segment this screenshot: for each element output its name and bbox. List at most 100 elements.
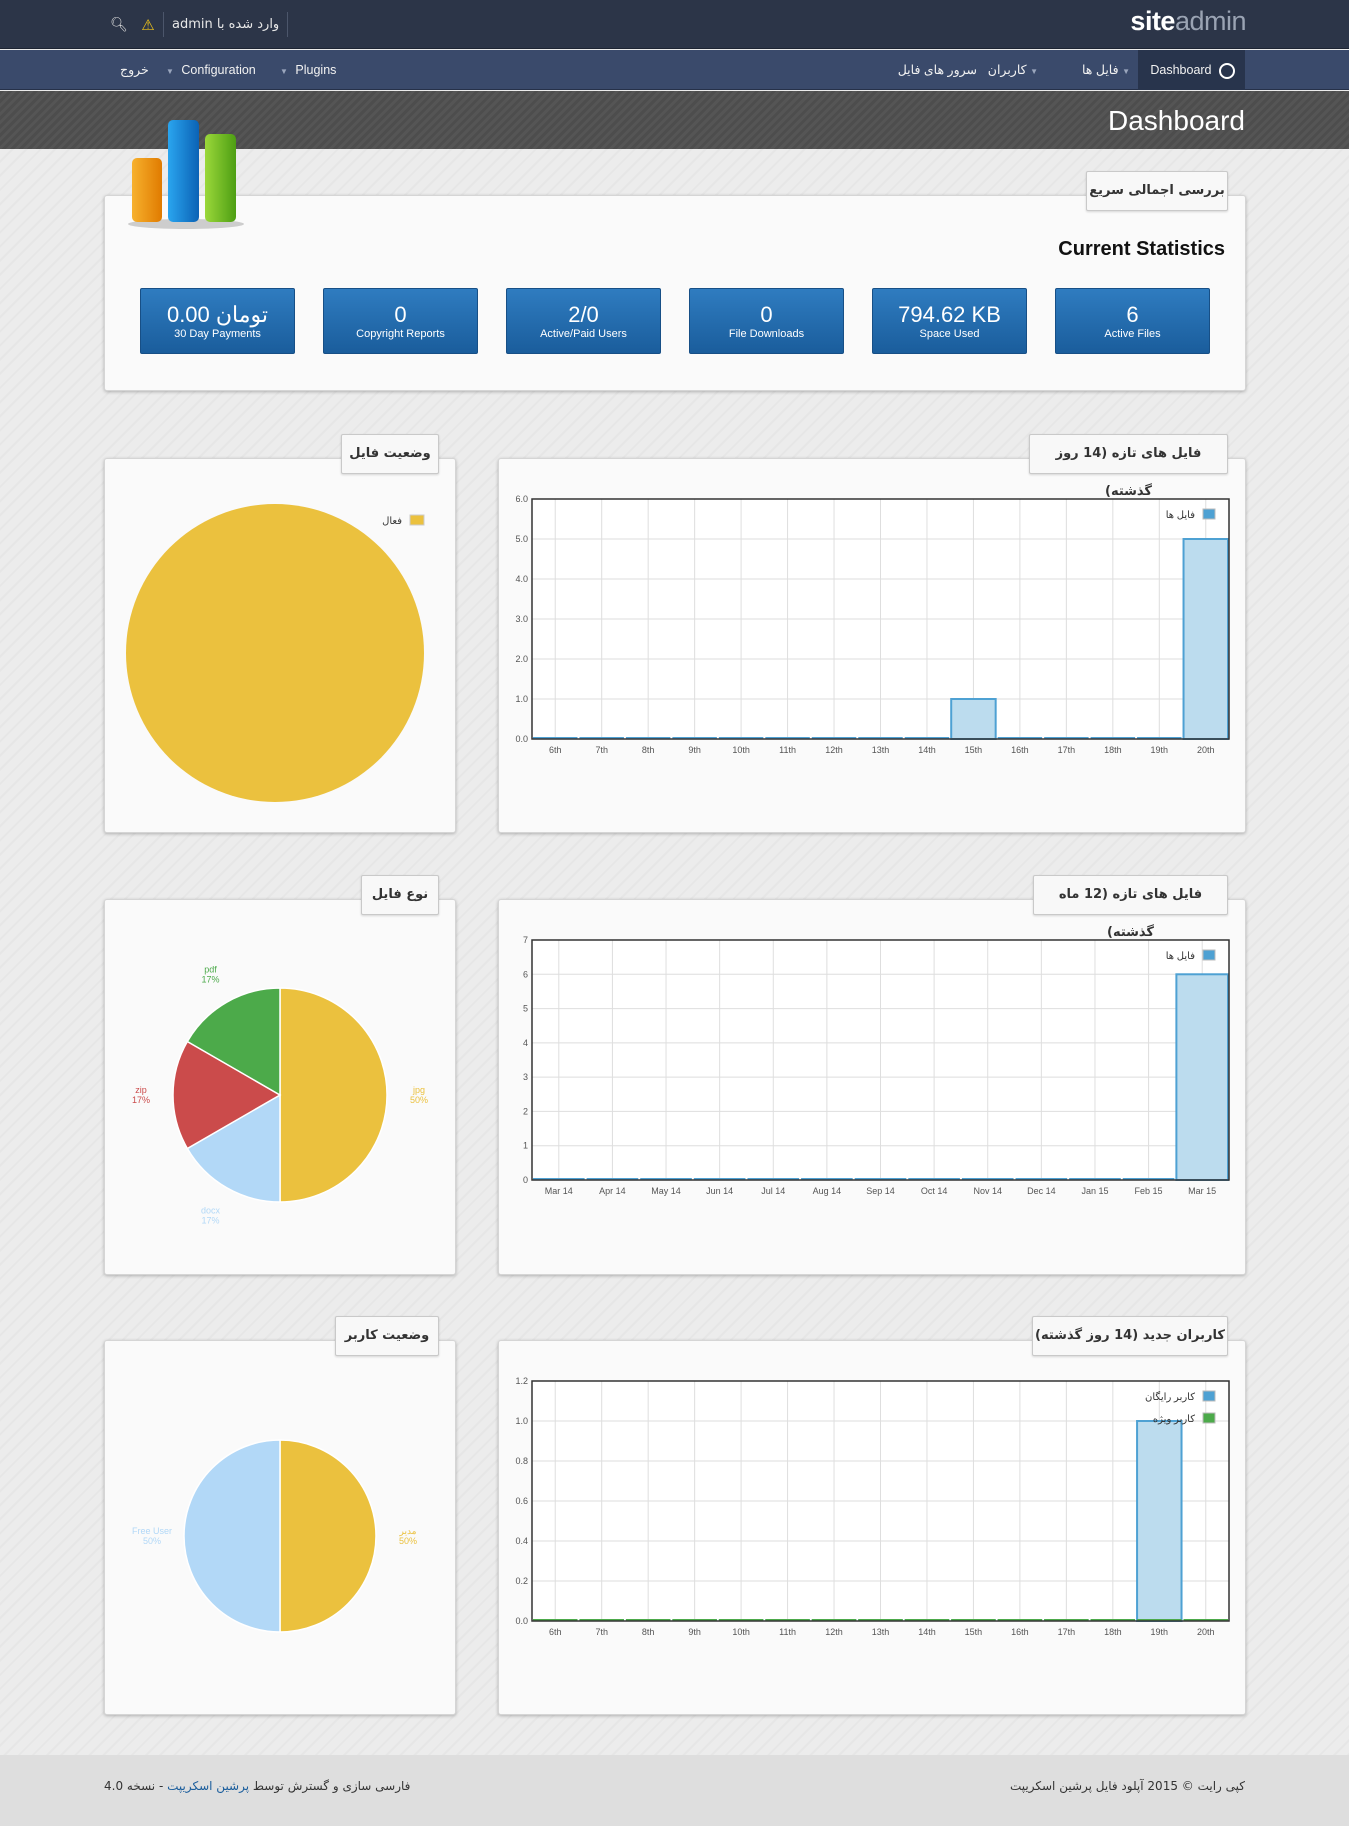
tab-users-14d[interactable]: کاربران جدید (14 روز گذشته) — [1032, 1316, 1228, 1356]
x-tick-label: 17th — [1058, 745, 1076, 755]
stat-space-used[interactable]: 794.62 KB Space Used — [872, 288, 1027, 354]
x-tick-label: Nov 14 — [973, 1186, 1002, 1196]
legend-swatch — [1202, 949, 1216, 961]
nav-configuration-label: Configuration — [181, 63, 256, 77]
users-14d-bar-chart: 0.0 0.2 0.4 0.6 0.8 1.0 1.2 6th 7th 8th 9th 10th 11t… — [515, 1376, 1230, 1637]
tab-files-12m[interactable]: فایل های تازه (12 ماه گذشته) — [1033, 875, 1228, 940]
stat-file-downloads[interactable]: 0 File Downloads — [689, 288, 844, 354]
x-tick-label: 11th — [779, 745, 796, 755]
plot-border — [531, 1380, 1230, 1622]
pie-slice — [186, 987, 281, 1097]
nav-plugins[interactable]: ▼ Plugins — [280, 50, 336, 90]
pie-label-pct: 50% — [410, 1095, 428, 1105]
x-tick-label: Aug 14 — [813, 1186, 842, 1196]
nav-file-servers-label: سرور های فایل — [897, 63, 977, 77]
x-tick-label: 18th — [1104, 745, 1122, 755]
tab-files-14d[interactable]: فایل های تازه (14 روز گذشته) — [1029, 434, 1228, 499]
legend-label: فایل ها — [1166, 510, 1196, 521]
pie-label-pct: 17% — [201, 975, 219, 985]
chevron-down-icon: ▼ — [280, 67, 288, 76]
nav-files[interactable]: فایل ها ▼ — [1082, 50, 1134, 90]
chevron-down-icon: ▼ — [1030, 67, 1038, 76]
pie-label: pdf — [204, 965, 217, 975]
legend-swatch — [1202, 1390, 1216, 1402]
content-area: Current Statistics 6 Active Files 794.62… — [0, 149, 1349, 1755]
brand-part1: site — [1130, 6, 1175, 36]
y-tick-label: 3 — [523, 1072, 528, 1082]
username: admin — [172, 17, 213, 32]
stat-label: File Downloads — [728, 328, 805, 340]
stat-day-payments[interactable]: 0.00 تومان 30 Day Payments — [140, 288, 295, 354]
x-tick-label: 7th — [595, 745, 608, 755]
stat-copyright-reports[interactable]: 0 Copyright Reports — [323, 288, 478, 354]
stat-value: 794.62 KB — [898, 302, 1001, 327]
pie-slice — [172, 1040, 282, 1150]
current-statistics-heading: Current Statistics — [1058, 238, 1225, 260]
y-tick-label: 3.0 — [515, 614, 528, 624]
y-tick-label: 1.0 — [515, 1416, 528, 1426]
x-tick-label: 8th — [642, 1627, 655, 1637]
pie-slice — [126, 504, 424, 802]
x-tick-label: 9th — [688, 745, 701, 755]
plot-border — [531, 498, 1230, 740]
tab-file-status[interactable]: وضعیت فایل — [341, 434, 439, 474]
y-tick-label: 5 — [523, 1004, 528, 1014]
x-tick-label: Mar 14 — [545, 1186, 573, 1196]
nav-users[interactable]: کاربران ▼ — [988, 50, 1042, 90]
y-tick-label: 4 — [523, 1038, 528, 1048]
search-icon[interactable]: 🔍︎ — [110, 16, 128, 33]
footer-credit-link[interactable]: پرشین اسکریپت — [167, 1779, 250, 1793]
x-tick-label: 10th — [732, 1627, 750, 1637]
x-tick-label: 12th — [825, 1627, 843, 1637]
pie-label: مدیر — [398, 1526, 416, 1537]
stat-active-files[interactable]: 6 Active Files — [1055, 288, 1210, 354]
files-12m-bar-chart: 0 1 2 3 4 5 6 7 Mar 14 Apr 14 May 14 Jun 14 Jul 14 Au… — [523, 935, 1230, 1196]
nav-configuration[interactable]: ▼ Configuration — [166, 50, 256, 90]
x-tick-label: 19th — [1151, 1627, 1169, 1637]
nav-plugins-label: Plugins — [295, 63, 337, 77]
files-14d-panel: 0.0 1.0 2.0 3.0 4.0 5.0 6.0 6th 7th 8th 9th 10th 11t… — [498, 458, 1246, 833]
stat-value: 2/0 — [568, 302, 599, 327]
y-tick-label: 0.2 — [515, 1576, 528, 1586]
nav-logout[interactable]: خروج — [120, 50, 149, 90]
x-tick-label: 10th — [732, 745, 750, 755]
chart-logo-icon — [128, 120, 244, 229]
pie-label-pct: 50% — [143, 1536, 161, 1546]
stat-active-paid-users[interactable]: 2/0 Active/Paid Users — [506, 288, 661, 354]
y-tick-label: 4.0 — [515, 574, 528, 584]
stat-label: 30 Day Payments — [174, 328, 261, 340]
x-tick-label: 9th — [688, 1627, 701, 1637]
footer-credit: فارسی سازی و گسترش توسط پرشین اسکریپت - … — [104, 1779, 410, 1793]
tab-file-type[interactable]: نوع فایل — [361, 875, 439, 915]
x-tick-label: May 14 — [651, 1186, 681, 1196]
logged-in-user: وارد شده با admin — [163, 12, 289, 37]
tab-quick-overview[interactable]: بررسی اجمالی سریع — [1086, 171, 1228, 211]
x-tick-label: 15th — [965, 1627, 983, 1637]
page-title: Dashboard — [1108, 105, 1245, 136]
pie-slice — [186, 1093, 281, 1203]
stat-value: 0 — [394, 302, 407, 327]
pie-label: docx — [201, 1205, 221, 1215]
brand-logo[interactable]: siteadmin — [1130, 6, 1246, 37]
stat-value: 0 — [760, 302, 773, 327]
x-tick-label: 20th — [1197, 1627, 1215, 1637]
y-tick-label: 1.0 — [515, 694, 528, 704]
nav-dashboard[interactable]: Dashboard — [1138, 50, 1245, 90]
y-tick-label: 2 — [523, 1106, 528, 1116]
x-tick-label: 14th — [918, 1627, 936, 1637]
stat-value: 6 — [1126, 302, 1139, 327]
legend-swatch — [1202, 508, 1216, 520]
x-tick-label: Dec 14 — [1027, 1186, 1056, 1196]
nav-dashboard-label: Dashboard — [1150, 63, 1212, 77]
x-tick-label: 17th — [1058, 1627, 1076, 1637]
legend-swatch — [1202, 1412, 1216, 1424]
x-tick-label: 6th — [549, 745, 562, 755]
legend-label: کاربر ویژه — [1153, 1414, 1195, 1425]
warning-icon[interactable]: ⚠ — [141, 15, 155, 34]
pie-slice — [279, 987, 388, 1203]
nav-file-servers[interactable]: سرور های فایل — [898, 50, 977, 90]
x-tick-label: 16th — [1011, 1627, 1029, 1637]
pie-label: zip — [135, 1085, 147, 1095]
tab-user-status[interactable]: وضعیت کاربر — [335, 1316, 439, 1356]
